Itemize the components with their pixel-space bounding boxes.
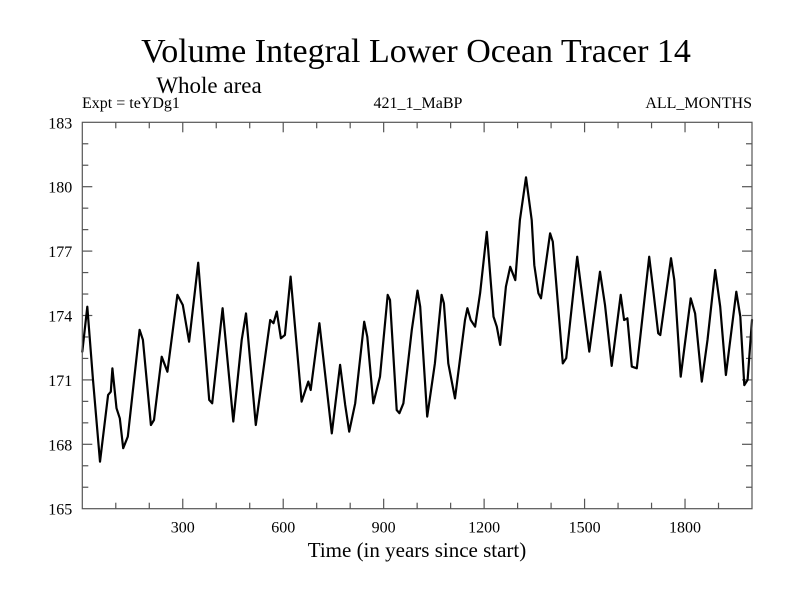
axis-tick-labels: 300 600 900 1200 1500 1800 165 168 171 174 177 180 1…: [48, 115, 701, 536]
x-tick-label: 600: [271, 520, 295, 537]
run-label: 421_1_MaBP: [374, 95, 463, 112]
chart-subtitle: Whole area: [156, 73, 261, 98]
x-axis-label: Time (in years since start): [308, 538, 527, 562]
months-label: ALL_MONTHS: [645, 95, 752, 112]
plot-frame: [81, 121, 753, 510]
y-tick-label: 168: [48, 437, 72, 454]
x-tick-label: 1800: [669, 520, 701, 537]
y-tick-label: 183: [48, 115, 72, 132]
y-tick-label: 180: [48, 180, 72, 197]
y-tick-label: 165: [48, 502, 72, 519]
y-tick-label: 177: [48, 244, 72, 261]
axis-ticks: [82, 122, 752, 509]
x-tick-label: 900: [372, 520, 396, 537]
experiment-label: Expt = teYDg1: [82, 95, 180, 112]
x-tick-label: 1200: [468, 520, 500, 537]
y-tick-label: 174: [48, 309, 72, 326]
series-line: [81, 176, 754, 463]
x-tick-label: 1500: [569, 520, 601, 537]
y-tick-label: 171: [48, 373, 72, 390]
x-tick-label: 300: [171, 520, 195, 537]
chart-title: Volume Integral Lower Ocean Tracer 14: [141, 33, 691, 70]
